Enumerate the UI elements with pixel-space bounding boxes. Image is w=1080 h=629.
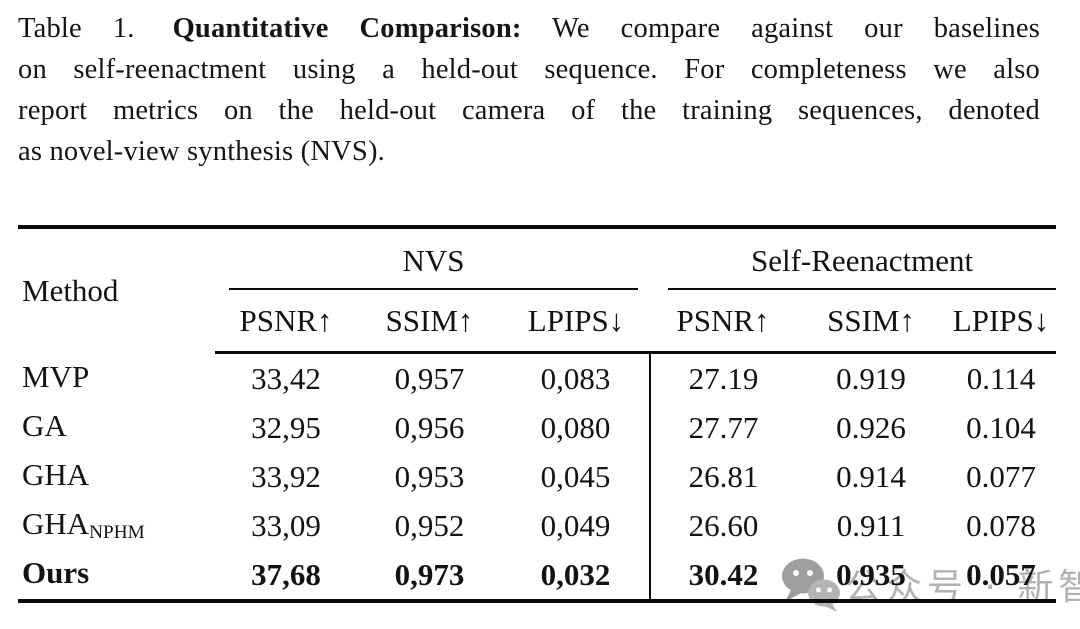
table-row-mvp: MVP 33,42 0,957 0,083 27.19 0.919 0.114: [18, 352, 1056, 404]
cell-nvs-lpips: 0,045: [540, 458, 611, 494]
method-name: GHA: [22, 457, 90, 493]
cell-sr-ssim: 0.935: [836, 556, 906, 592]
cell-sr-ssim: 0.919: [836, 360, 906, 396]
table-row-gha-nphm: GHANPHM 33,09 0,952 0,049 26.60 0.911 0.…: [18, 501, 1056, 550]
group-label-nvs: NVS: [229, 243, 639, 290]
cell-method: Ours: [18, 550, 215, 601]
method-name: GHA: [22, 506, 90, 542]
cell-nvs-psnr: 32,95: [251, 409, 321, 445]
cell-nvs-ssim: 0,973: [394, 556, 465, 592]
cell-nvs-psnr: 37,68: [251, 556, 321, 592]
cell-method: GHA: [18, 452, 215, 501]
cell-method: MVP: [18, 353, 215, 404]
caption-line-2: on self-reenactment using a held-out seq…: [18, 54, 1040, 85]
table-row-ga: GA 32,95 0,956 0,080 27.77 0.926 0.104: [18, 403, 1056, 452]
group-header-row: Method NVS Self-Reenactment: [18, 227, 1057, 308]
header-nvs-psnr: PSNR↑: [215, 290, 357, 354]
group-header-nvs: NVS: [215, 227, 650, 290]
cell-sr-psnr: 30.42: [649, 550, 797, 601]
table-row-gha: GHA 33,92 0,953 0,045 26.81 0.914 0.077: [18, 452, 1056, 501]
method-name: MVP: [22, 358, 90, 394]
cell-method: GA: [18, 403, 215, 452]
table-caption: Table 1. Quantitative Comparison: We com…: [18, 8, 1040, 172]
cell-nvs-lpips: 0,032: [540, 556, 611, 592]
header-sr-lpips: LPIPS↓: [946, 290, 1057, 354]
cell-sr-psnr: 26.60: [649, 501, 797, 550]
header-sr-psnr: PSNR↑: [650, 290, 797, 354]
caption-tag: Table 1.: [18, 13, 135, 44]
cell-sr-ssim: 0.914: [836, 458, 906, 494]
cell-nvs-lpips: 0,049: [540, 507, 611, 543]
caption-title: Quantitative Comparison:: [172, 13, 522, 44]
method-subscript: NPHM: [89, 522, 145, 544]
cell-sr-lpips: 0.077: [966, 458, 1036, 494]
method-name: GA: [22, 408, 67, 444]
header-nvs-ssim: SSIM↑: [357, 290, 502, 354]
group-label-self-reenactment: Self-Reenactment: [668, 243, 1057, 290]
cell-nvs-lpips: 0,083: [540, 360, 611, 396]
cell-nvs-psnr: 33,09: [251, 507, 321, 543]
table-header: Method NVS Self-Reenactment PSNR↑ SSIM↑ …: [18, 227, 1057, 354]
metric-header-row: PSNR↑ SSIM↑ LPIPS↓ PSNR↑ SSIM↑ LPIPS↓: [18, 290, 1057, 354]
caption-line-4: as novel-view synthesis (NVS).: [18, 136, 385, 167]
cell-sr-lpips: 0.104: [966, 409, 1036, 445]
caption-text: We compare against our baselines: [552, 13, 1040, 44]
cell-sr-psnr: 26.81: [649, 452, 797, 501]
cell-sr-ssim: 0.926: [836, 409, 906, 445]
method-column-header: Method: [22, 272, 119, 308]
method-name: Ours: [22, 555, 90, 591]
cell-method: GHANPHM: [18, 501, 215, 550]
table-body: MVP 33,42 0,957 0,083 27.19 0.919 0.114 …: [18, 352, 1056, 601]
results-table: Method NVS Self-Reenactment PSNR↑ SSIM↑ …: [18, 225, 1057, 603]
cell-nvs-ssim: 0,957: [394, 360, 465, 396]
header-nvs-lpips: LPIPS↓: [502, 290, 651, 354]
cell-nvs-ssim: 0,953: [394, 458, 465, 494]
table-row-ours: Ours 37,68 0,973 0,032 30.42 0.935 0.057: [18, 550, 1056, 601]
caption-line-1: Table 1. Quantitative Comparison: We com…: [18, 8, 1040, 49]
cell-nvs-lpips: 0,080: [540, 409, 611, 445]
cell-sr-ssim: 0.911: [836, 507, 906, 543]
header-sr-ssim: SSIM↑: [796, 290, 947, 354]
cell-nvs-ssim: 0,956: [394, 409, 465, 445]
cell-nvs-ssim: 0,952: [394, 507, 465, 543]
cell-sr-psnr: 27.77: [649, 403, 797, 452]
cell-sr-psnr: 27.19: [649, 352, 797, 403]
cell-nvs-psnr: 33,92: [251, 458, 321, 494]
cell-sr-lpips: 0.057: [966, 556, 1036, 592]
group-header-self-reenactment: Self-Reenactment: [650, 227, 1057, 290]
caption-line-3: report metrics on the held-out camera of…: [18, 95, 1040, 126]
cell-sr-lpips: 0.078: [966, 507, 1036, 543]
cell-nvs-psnr: 33,42: [251, 360, 321, 396]
cell-sr-lpips: 0.114: [966, 360, 1036, 396]
